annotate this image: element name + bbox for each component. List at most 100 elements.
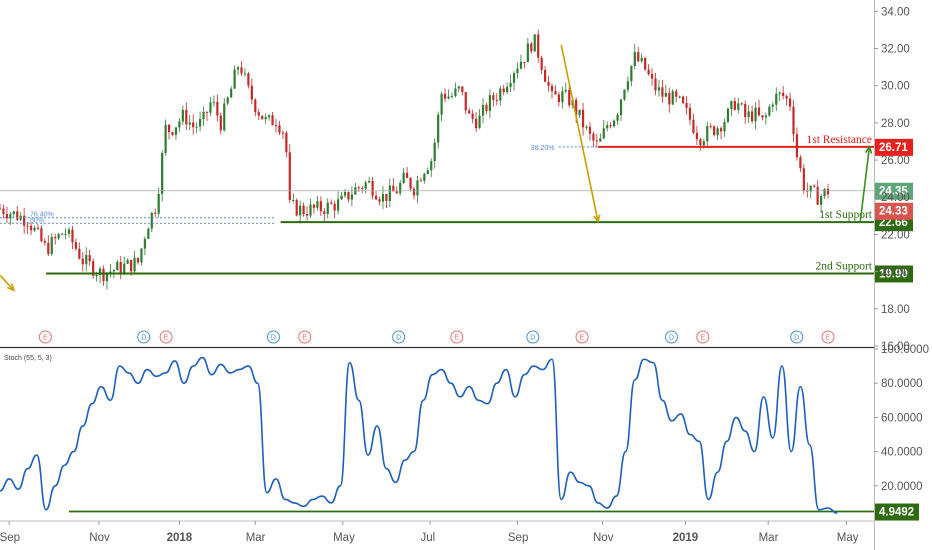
candle-body	[357, 187, 360, 189]
osc-tick-label: 40.0000	[881, 447, 923, 459]
candle-body	[274, 125, 278, 127]
candle-body	[167, 124, 171, 133]
osc-tick-label: 20.0000	[881, 481, 923, 493]
candle-body	[0, 208, 2, 210]
candle-body	[36, 227, 40, 229]
earnings-event-icon	[38, 330, 52, 344]
candle-body	[823, 188, 826, 197]
candle-body	[209, 102, 212, 113]
candle-body	[826, 188, 830, 195]
candle-body	[250, 85, 253, 100]
candle-body	[47, 242, 50, 255]
candle-body	[495, 99, 498, 101]
candle-body	[192, 122, 195, 128]
projection-arrow	[0, 274, 15, 291]
candle-body	[312, 204, 316, 208]
candle-body	[295, 200, 298, 216]
candle-body	[588, 126, 592, 134]
candle-body	[554, 91, 557, 95]
level-name: 1st Support	[819, 209, 873, 221]
current-price-red-box	[875, 202, 913, 220]
candle-body	[292, 200, 295, 202]
candle-body	[123, 263, 126, 274]
stoch-line	[0, 356, 838, 514]
candle-body	[668, 92, 671, 105]
candle-body	[288, 152, 291, 201]
candle-body	[633, 52, 636, 66]
candle-body	[751, 111, 754, 122]
dividend-event-icon	[392, 330, 406, 344]
candle-body	[399, 182, 402, 194]
earnings-event-icon	[696, 330, 710, 344]
candle-body	[550, 85, 554, 92]
candle-body	[5, 214, 8, 219]
candle-body	[813, 185, 816, 187]
candle-body	[174, 127, 178, 135]
candle-body	[161, 153, 164, 194]
candle-body	[537, 34, 540, 58]
candle-body	[671, 91, 674, 105]
event-letter: E	[700, 335, 705, 342]
price-tick-label: 26.00	[881, 155, 910, 167]
candle-body	[247, 73, 250, 86]
candle-body	[347, 191, 350, 200]
candle-body	[702, 141, 705, 146]
candle-body	[126, 259, 129, 264]
candle-body	[299, 205, 302, 216]
candle-body	[171, 132, 174, 135]
candle-body	[319, 201, 322, 212]
candle-body	[309, 204, 312, 216]
dividend-event-icon	[664, 330, 678, 344]
candle-body	[599, 138, 602, 142]
candle-body	[16, 211, 19, 220]
candle-body	[285, 132, 288, 153]
event-letter: E	[580, 335, 585, 342]
candle-body	[768, 106, 771, 116]
candle-body	[281, 132, 284, 134]
candle-body	[195, 126, 198, 128]
candle-body	[88, 255, 91, 262]
candle-body	[136, 257, 140, 263]
candle-body	[713, 126, 716, 135]
candle-body	[23, 215, 26, 226]
candle-body	[419, 180, 422, 182]
event-letter: D	[396, 335, 401, 342]
candle-body	[799, 157, 802, 169]
candle-body	[364, 182, 367, 189]
candle-body	[243, 73, 247, 75]
candle-body	[323, 211, 326, 214]
event-letter: D	[669, 335, 674, 342]
candle-body	[443, 93, 447, 99]
candle-body	[164, 124, 167, 154]
candle-body	[26, 225, 29, 227]
candle-body	[606, 125, 609, 129]
candle-body	[481, 104, 485, 116]
candle-body	[523, 61, 526, 63]
dividend-event-icon	[266, 330, 280, 344]
candle-body	[157, 193, 160, 214]
candle-body	[820, 196, 823, 205]
candle-body	[595, 140, 598, 142]
time-tick-label: Sep	[508, 532, 528, 544]
candle-body	[340, 195, 343, 200]
candle-body	[592, 133, 595, 141]
level-price-box	[875, 138, 913, 156]
candle-body	[330, 202, 333, 204]
dividend-event-icon	[790, 330, 804, 344]
candle-body	[240, 67, 243, 74]
candle-body	[50, 237, 53, 255]
candle-body	[626, 81, 629, 90]
candle-body	[261, 115, 264, 120]
candle-body	[740, 103, 743, 105]
event-letter: D	[141, 335, 146, 342]
osc-value-label: 4.9492	[879, 507, 914, 519]
candle-body	[57, 233, 60, 239]
earnings-event-icon	[821, 330, 835, 344]
candle-body	[29, 225, 33, 231]
candle-body	[792, 106, 795, 135]
candle-body	[506, 86, 509, 93]
candle-body	[202, 111, 205, 119]
candle-body	[654, 78, 657, 91]
candle-body	[547, 81, 550, 86]
